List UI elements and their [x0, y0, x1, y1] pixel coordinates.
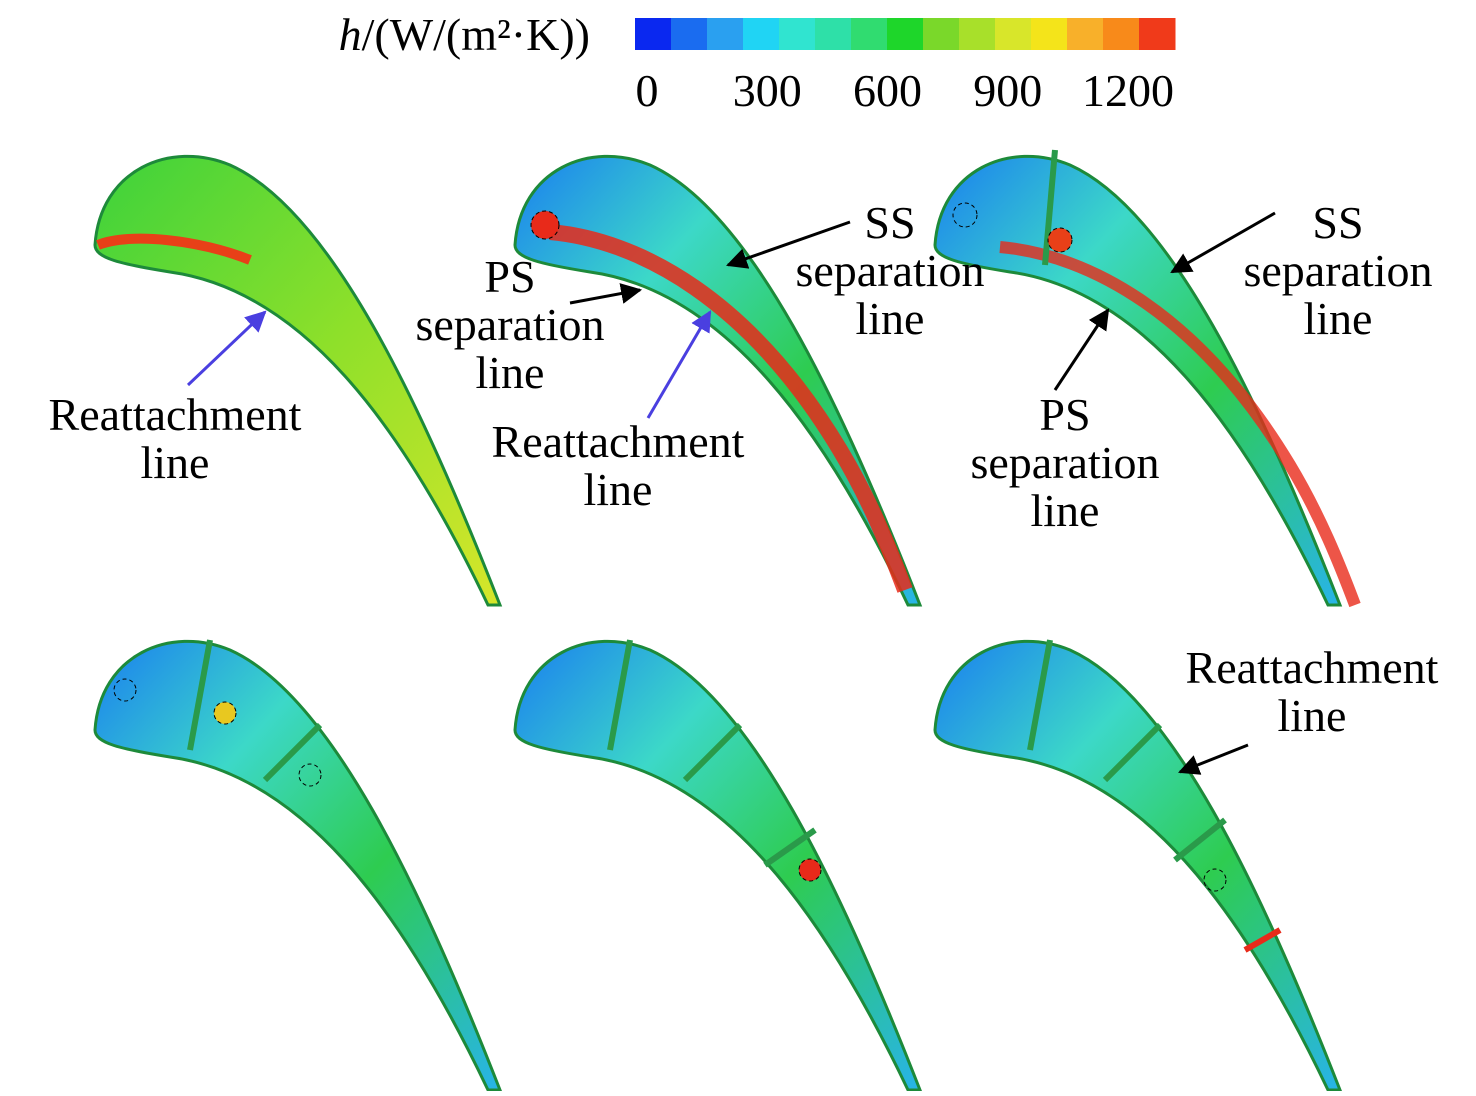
annotation-line: PS	[484, 251, 535, 302]
annotation-line: separation	[1243, 245, 1432, 296]
hot-spot	[96, 233, 252, 265]
annotation-line: Reattachment	[1186, 642, 1439, 693]
annotation-line: Reattachment	[49, 389, 302, 440]
blade-panel	[513, 154, 922, 607]
colorbar-block	[671, 18, 708, 50]
annotation-line: PS	[1039, 389, 1090, 440]
annotation-line: line	[1304, 293, 1373, 344]
blade-panel	[93, 639, 502, 1092]
annotation-line: Reattachment	[492, 416, 745, 467]
annotation-line: line	[141, 437, 210, 488]
colorbar-block	[959, 18, 996, 50]
blade-panel	[933, 149, 1355, 605]
annotation-line: separation	[415, 299, 604, 350]
colorbar-block	[995, 18, 1032, 50]
colorbar-block	[779, 18, 816, 50]
colorbar-block	[707, 18, 744, 50]
colorbar-label: h/(W/(m²·K))	[339, 9, 590, 60]
annotation-line: separation	[970, 437, 1159, 488]
colorbar-tick-label: 900	[973, 65, 1042, 116]
annotation-line: line	[1031, 485, 1100, 536]
blade-panel	[933, 639, 1342, 1092]
colorbar-tick-label: 0	[636, 65, 659, 116]
colorbar-symbol: h	[339, 9, 362, 60]
annotation-line: separation	[795, 245, 984, 296]
annotation-line: line	[584, 464, 653, 515]
blade-plots	[93, 149, 1355, 1092]
annotation-line: line	[1278, 690, 1347, 741]
colorbar-tick-label: 300	[733, 65, 802, 116]
annotation-line: SS	[1312, 197, 1363, 248]
colorbar-block	[851, 18, 888, 50]
colorbar-tick-label: 1200	[1082, 65, 1174, 116]
annotation-line: line	[856, 293, 925, 344]
colorbar-block	[1139, 18, 1176, 50]
colorbar-block	[743, 18, 780, 50]
colorbar-tick-label: 600	[853, 65, 922, 116]
colorbar-block	[923, 18, 960, 50]
annotation-line: line	[476, 347, 545, 398]
colorbar-block	[635, 18, 672, 50]
blade-contour	[93, 154, 502, 607]
colorbar-block	[887, 18, 924, 50]
blade-panel	[513, 639, 922, 1092]
colorbar-unit: /(W/(m²·K))	[362, 9, 590, 60]
colorbar-block	[1031, 18, 1068, 50]
colorbar-block	[815, 18, 852, 50]
colorbar: 0 300 600 900 1200	[635, 18, 1176, 116]
annotation-line: SS	[864, 197, 915, 248]
arrows	[186, 211, 1276, 775]
colorbar-block	[1067, 18, 1104, 50]
colorbar-block	[1103, 18, 1140, 50]
